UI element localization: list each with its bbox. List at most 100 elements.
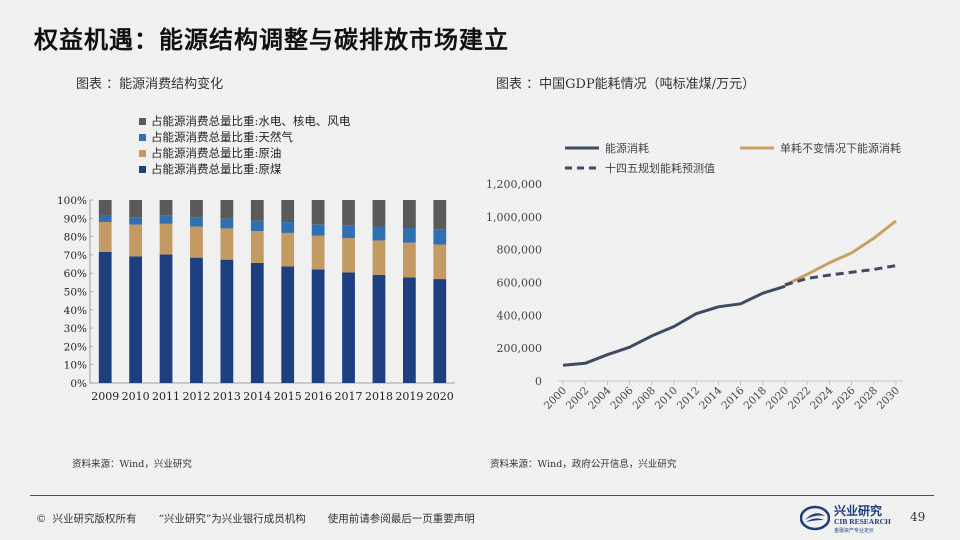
bar-segment-gas xyxy=(402,227,416,243)
energy-structure-bar-chart: 占能源消费总量比重:水电、核电、风电占能源消费总量比重:天然气占能源消费总量比重… xyxy=(57,114,455,403)
bar-segment-oil xyxy=(98,221,112,252)
bar-segment-gas xyxy=(281,222,295,233)
x-tick-label: 2017 xyxy=(335,390,363,403)
bar-segment-oil xyxy=(159,223,173,255)
x-tick-label: 2018 xyxy=(365,390,393,403)
cib-research-logo: 兴业研究 CIB RESEARCH 金融资产专业定价 xyxy=(800,502,904,534)
x-tick-label: 2010 xyxy=(653,385,680,412)
bar-segment-gas xyxy=(433,229,447,245)
bar-segment-gas xyxy=(129,217,143,225)
x-tick-label: 2019 xyxy=(395,390,423,403)
bar-segment-coal xyxy=(372,275,386,383)
y-tick-label: 40% xyxy=(64,305,87,317)
legend-label-coal: 占能源消费总量比重:原煤 xyxy=(151,162,282,176)
bar-segment-clean xyxy=(281,200,295,223)
bar-segment-coal xyxy=(98,251,112,383)
x-tick-label: 2013 xyxy=(213,390,241,403)
bar-segment-oil xyxy=(372,240,386,276)
bar-segment-gas xyxy=(98,215,112,222)
y-tick-label: 0 xyxy=(535,375,542,388)
bar-segment-clean xyxy=(98,200,112,216)
footer-disclaimer: 使用前请参阅最后一页重要声明 xyxy=(327,513,475,525)
bar-segment-coal xyxy=(311,269,325,383)
x-tick-label: 2020 xyxy=(764,385,791,412)
bar-segment-oil xyxy=(433,244,447,280)
bar-segment-oil xyxy=(220,228,234,260)
series-line-2 xyxy=(784,219,897,287)
legend-label-2: 单耗不变情况下能源消耗 xyxy=(780,141,901,155)
y-tick-label: 10% xyxy=(64,360,87,372)
legend-swatch-coal xyxy=(139,166,146,173)
x-tick-label: 2012 xyxy=(675,385,702,412)
left-chart-subtitle: 图表 ：能源消费结构变化 xyxy=(76,77,224,92)
bar-segment-oil xyxy=(311,235,325,270)
y-tick-label: 1,000,000 xyxy=(486,211,542,224)
legend-swatch-oil xyxy=(139,150,146,157)
bar-segment-coal xyxy=(159,254,173,383)
bar-segment-gas xyxy=(220,218,234,229)
x-tick-label: 2010 xyxy=(122,390,150,403)
y-tick-label: 1,200,000 xyxy=(486,178,542,191)
bar-segment-clean xyxy=(433,200,447,230)
bar-segment-coal xyxy=(281,266,295,383)
footer-text: © 兴业研究版权所有 “兴业研究”为兴业银行成员机构 使用前请参阅最后一页重要声明 xyxy=(36,511,497,526)
y-tick-label: 50% xyxy=(64,287,87,299)
y-tick-label: 800,000 xyxy=(497,244,543,257)
y-tick-label: 30% xyxy=(64,323,87,335)
y-tick-label: 70% xyxy=(64,250,87,262)
bar-segment-clean xyxy=(402,200,416,228)
x-tick-label: 2018 xyxy=(742,385,769,412)
bar-segment-clean xyxy=(190,200,203,218)
y-tick-label: 0% xyxy=(70,378,87,390)
bar-segment-coal xyxy=(190,257,203,383)
bar-segment-coal xyxy=(220,259,234,383)
legend-label-1: 能源消耗 xyxy=(605,141,649,155)
slide-title: 权益机遇：能源结构调整与碳排放市场建立 xyxy=(34,26,509,54)
logo-name: 兴业研究 xyxy=(834,504,883,518)
bar-segment-oil xyxy=(281,232,295,267)
bar-segment-coal xyxy=(129,256,143,383)
bar-segment-oil xyxy=(129,224,143,257)
logo-en: CIB RESEARCH xyxy=(834,517,891,526)
footer-divider xyxy=(30,495,934,496)
bar-segment-clean xyxy=(129,200,143,218)
footer-notice: “兴业研究”为兴业银行成员机构 xyxy=(158,513,306,525)
bar-segment-clean xyxy=(342,200,355,226)
y-tick-label: 80% xyxy=(64,232,87,244)
bar-segment-oil xyxy=(402,242,416,278)
bar-segment-clean xyxy=(311,200,325,225)
legend-label-clean: 占能源消费总量比重:水电、核电、风电 xyxy=(151,114,351,128)
bar-segment-oil xyxy=(342,238,355,273)
x-tick-label: 2028 xyxy=(853,385,880,412)
y-tick-label: 200,000 xyxy=(497,342,543,355)
right-chart-subtitle: 图表 ：中国GDP能耗情况（吨标准煤/万元） xyxy=(496,77,756,92)
x-tick-label: 2016 xyxy=(719,384,747,412)
bar-segment-oil xyxy=(190,226,203,258)
copyright-symbol: © xyxy=(36,513,47,525)
bar-segment-coal xyxy=(402,277,416,383)
x-tick-label: 2022 xyxy=(786,385,813,412)
bar-segment-gas xyxy=(159,215,173,224)
x-tick-label: 2012 xyxy=(182,390,210,403)
x-tick-label: 2026 xyxy=(830,384,858,412)
x-tick-label: 2000 xyxy=(542,385,569,412)
y-tick-label: 60% xyxy=(64,268,87,280)
series-line-3 xyxy=(784,264,897,287)
bar-segment-clean xyxy=(372,200,386,227)
bar-segment-coal xyxy=(433,279,447,383)
legend-swatch-clean xyxy=(139,118,146,125)
bar-segment-clean xyxy=(250,200,264,221)
x-tick-label: 2020 xyxy=(426,390,454,403)
y-tick-label: 90% xyxy=(64,213,87,225)
x-tick-label: 2004 xyxy=(586,384,614,412)
left-chart-source: 资料来源：Wind，兴业研究 xyxy=(72,459,192,470)
legend-label-3: 十四五规划能耗预测值 xyxy=(605,161,715,175)
logo-tag: 金融资产专业定价 xyxy=(834,528,875,534)
x-tick-label: 2014 xyxy=(697,384,725,412)
cib-logo-icon xyxy=(800,505,830,531)
bar-segment-coal xyxy=(342,272,355,383)
bar-segment-gas xyxy=(250,220,264,232)
x-tick-label: 2008 xyxy=(631,385,658,412)
copyright-text: 兴业研究版权所有 xyxy=(52,513,137,525)
bar-segment-clean xyxy=(159,200,173,216)
